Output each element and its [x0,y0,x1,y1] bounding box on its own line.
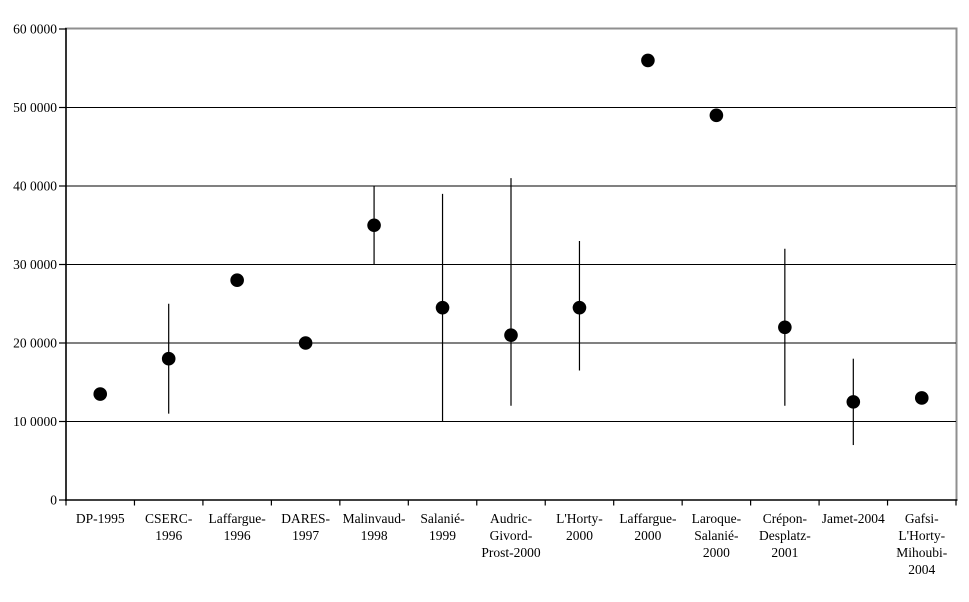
y-axis-tick-label: 30 0000 [13,257,57,272]
data-point-9 [641,53,655,68]
x-category-label-10: Salanié- [694,528,739,543]
data-point-1 [93,387,108,401]
x-category-label-5: 1998 [361,528,388,543]
x-category-label-7: Audric- [490,511,532,526]
y-axis-tick-label: 50 0000 [13,100,57,115]
x-category-label-2: CSERC- [145,511,193,526]
data-point-13 [914,391,929,405]
x-category-label-7: Givord- [490,528,533,543]
x-category-label-1: DP-1995 [76,511,125,526]
x-category-label-11: Desplatz- [759,528,811,543]
y-axis-tick-label: 60 0000 [13,22,57,37]
x-category-label-3: Laffargue- [209,511,267,526]
x-category-label-4: 1997 [292,528,319,543]
x-category-label-3: 1996 [224,528,251,543]
x-category-label-7: Prost-2000 [481,545,541,560]
x-category-label-9: Laffargue- [619,511,677,526]
y-axis-tick-label: 20 0000 [13,336,57,351]
x-category-label-6: 1999 [429,528,456,543]
x-category-label-11: Crépon- [763,511,808,526]
y-axis-tick-label: 0 [50,493,57,508]
data-point-5 [367,218,381,233]
x-category-label-12: Jamet-2004 [822,511,885,526]
x-category-label-8: L'Horty- [556,511,603,526]
x-category-label-4: DARES- [281,511,330,526]
data-point-2 [161,351,176,366]
y-axis-tick-label: 40 0000 [13,179,57,194]
x-category-label-2: 1996 [155,528,182,543]
data-point-8 [572,300,587,315]
data-point-3 [230,273,244,288]
x-category-label-11: 2001 [771,545,798,560]
x-category-label-10: 2000 [703,545,730,560]
data-point-11 [778,320,792,335]
x-category-label-13: L'Horty- [898,528,945,543]
x-category-label-8: 2000 [566,528,593,543]
x-category-label-5: Malinvaud- [343,511,406,526]
x-category-label-9: 2000 [634,528,661,543]
y-axis-tick-label: 10 0000 [13,414,57,429]
x-category-label-13: Mihoubi- [896,545,948,560]
data-point-4 [298,336,313,350]
data-point-10 [709,108,724,123]
data-point-7 [504,328,518,342]
data-point-6 [435,300,450,315]
x-category-label-13: Gafsi- [905,511,939,526]
data-point-12 [846,395,861,409]
x-category-label-13: 2004 [908,562,935,577]
x-category-label-6: Salanié- [420,511,465,526]
x-category-label-10: Laroque- [692,511,742,526]
